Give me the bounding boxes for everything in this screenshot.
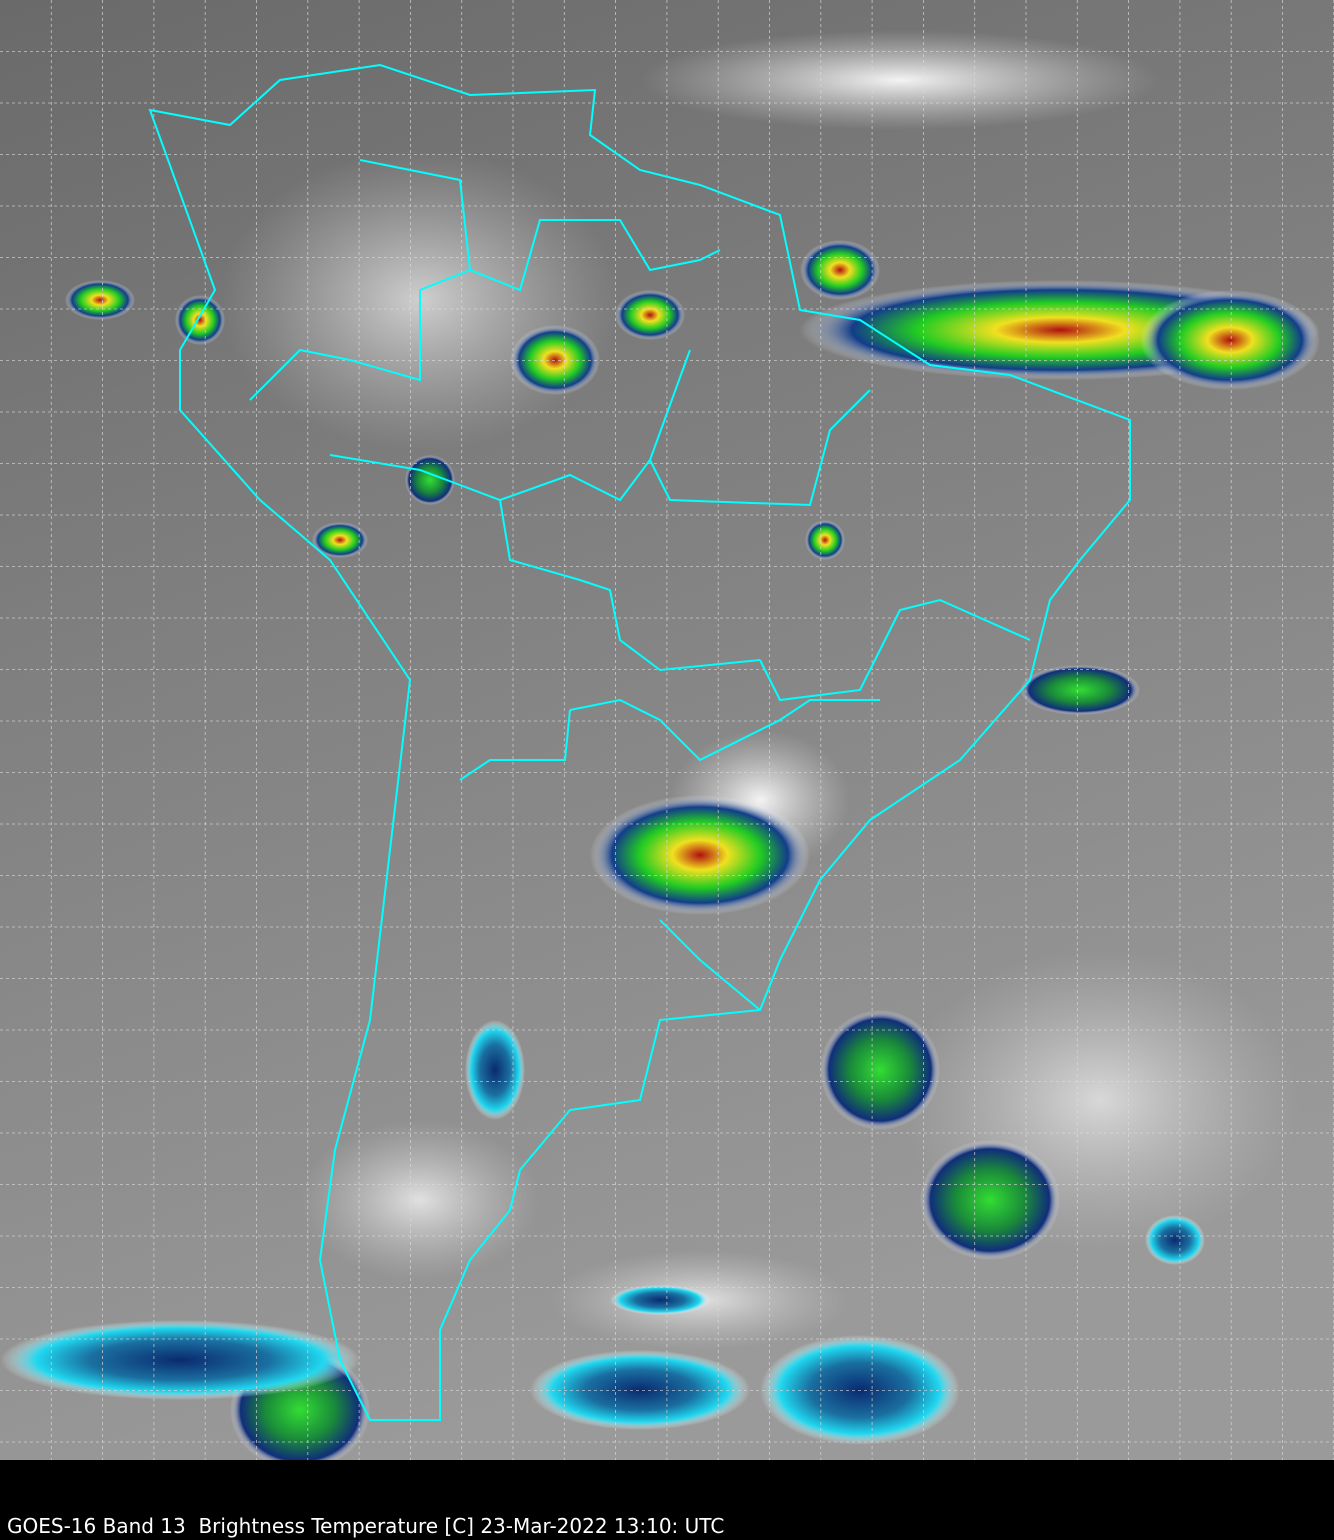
lat-lon-grid xyxy=(0,0,1334,1460)
storm-cell xyxy=(615,290,685,340)
storm-cell xyxy=(1140,290,1320,390)
storm-cell xyxy=(1020,665,1140,715)
storm-cell xyxy=(800,240,880,300)
country-boundaries xyxy=(148,63,1131,1421)
satellite-image xyxy=(0,0,1334,1460)
cold-cloud-bands xyxy=(0,1020,1205,1445)
storm-cell xyxy=(175,295,225,345)
storm-cell xyxy=(820,1010,940,1130)
storm-cell xyxy=(920,1140,1060,1260)
storm-cell xyxy=(65,280,135,320)
storm-cell xyxy=(405,455,455,505)
storm-cell xyxy=(590,795,810,915)
convective-storms xyxy=(65,240,1320,1460)
storm-cell xyxy=(510,325,600,395)
storm-cell xyxy=(312,522,368,558)
image-caption: GOES-16 Band 13 Brightness Temperature [… xyxy=(7,1514,725,1538)
storm-cell xyxy=(805,520,845,560)
